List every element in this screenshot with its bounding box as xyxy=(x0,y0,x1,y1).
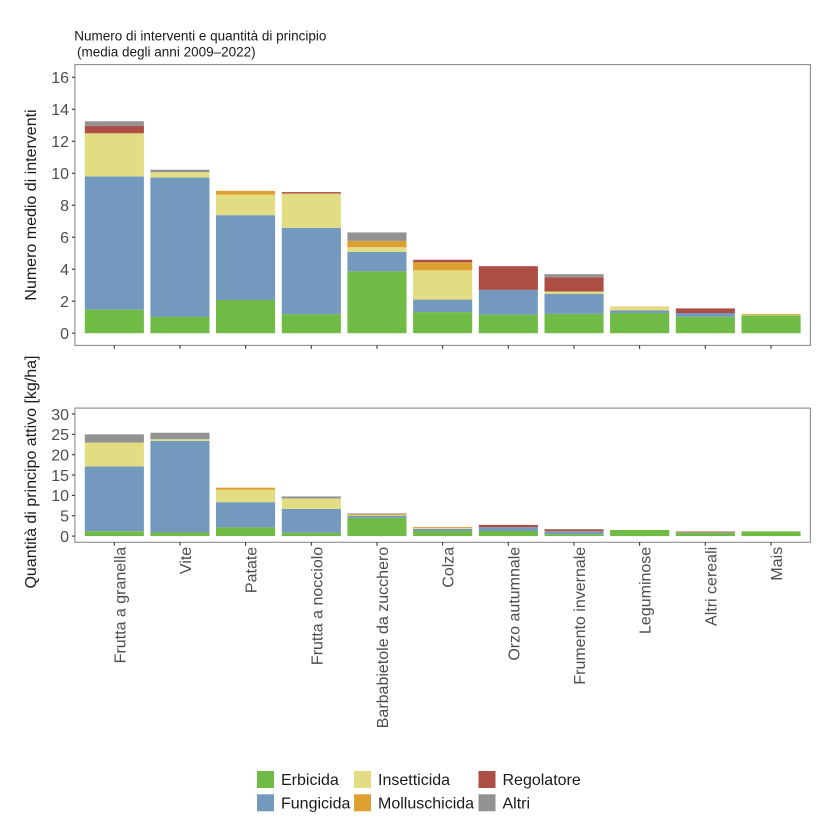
svg-text:5: 5 xyxy=(60,509,69,526)
svg-text:Fungicida: Fungicida xyxy=(281,795,350,812)
svg-text:Altri cereali: Altri cereali xyxy=(703,547,720,626)
svg-text:4: 4 xyxy=(60,262,69,279)
svg-text:Frutta a nocciolo: Frutta a nocciolo xyxy=(309,547,326,665)
svg-text:Erbicida: Erbicida xyxy=(281,772,339,789)
svg-text:2: 2 xyxy=(60,294,69,311)
svg-text:Frutta a granella: Frutta a granella xyxy=(112,547,129,664)
svg-text:30: 30 xyxy=(51,407,69,424)
svg-text:0: 0 xyxy=(60,529,69,546)
svg-text:Quantità di principo attivo [k: Quantità di principo attivo [kg/ha] xyxy=(23,355,40,588)
svg-text:Numero di interventi e quantit: Numero di interventi e quantità di princ… xyxy=(74,28,326,43)
svg-text:Orzo autumnale: Orzo autumnale xyxy=(506,547,523,661)
svg-text:14: 14 xyxy=(51,102,69,119)
svg-text:10: 10 xyxy=(51,488,69,505)
svg-text:16: 16 xyxy=(51,70,69,87)
svg-text:Altri: Altri xyxy=(503,795,531,812)
svg-text:Regolatore: Regolatore xyxy=(503,772,581,789)
svg-text:10: 10 xyxy=(51,166,69,183)
svg-text:Insetticida: Insetticida xyxy=(378,772,450,789)
svg-text:(media degli anni 2009–2022): (media degli anni 2009–2022) xyxy=(77,44,256,59)
svg-text:Colza: Colza xyxy=(441,547,458,588)
svg-text:15: 15 xyxy=(51,468,69,485)
svg-text:Numero medio di interventi: Numero medio di interventi xyxy=(23,109,40,300)
svg-text:Vite: Vite xyxy=(178,547,195,574)
svg-text:Frumento invernale: Frumento invernale xyxy=(572,547,589,685)
svg-text:Barbabietole da zucchero: Barbabietole da zucchero xyxy=(375,547,392,729)
svg-text:Patate: Patate xyxy=(244,547,261,593)
svg-text:0: 0 xyxy=(60,326,69,343)
svg-text:Mais: Mais xyxy=(769,547,786,581)
svg-text:25: 25 xyxy=(51,427,69,444)
svg-text:20: 20 xyxy=(51,448,69,465)
svg-text:8: 8 xyxy=(60,198,69,215)
svg-text:Leguminose: Leguminose xyxy=(638,547,655,634)
svg-text:12: 12 xyxy=(51,134,69,151)
svg-text:Molluschicida: Molluschicida xyxy=(378,795,474,812)
svg-text:6: 6 xyxy=(60,230,69,247)
